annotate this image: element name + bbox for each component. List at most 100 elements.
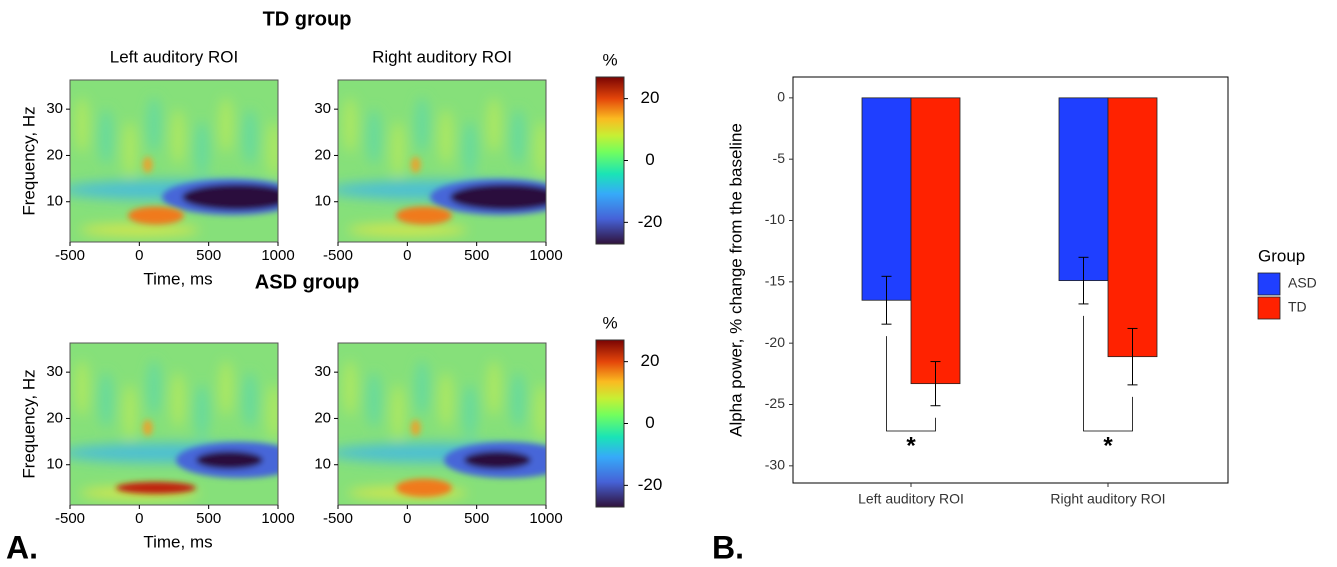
y-tick-label: 20 bbox=[46, 146, 63, 163]
colorbar bbox=[595, 339, 625, 508]
texture bbox=[391, 384, 405, 440]
y-tick-label: -10 bbox=[765, 211, 785, 227]
frame bbox=[69, 79, 279, 243]
blob bbox=[195, 451, 263, 470]
y-tick-label: 0 bbox=[777, 89, 785, 105]
significance-bracket bbox=[886, 336, 936, 432]
texture bbox=[267, 384, 278, 440]
texture bbox=[343, 97, 357, 153]
warm-blob bbox=[127, 156, 184, 225]
texture bbox=[75, 360, 89, 416]
texture bbox=[219, 360, 233, 416]
texture bbox=[463, 121, 477, 177]
colorbar-tick-label: -20 bbox=[638, 212, 663, 231]
texture bbox=[243, 372, 257, 428]
colorbar-tick-label: 20 bbox=[641, 88, 660, 107]
panel-label: B. bbox=[712, 529, 744, 565]
x-axis-title: Time, ms bbox=[143, 532, 212, 551]
significance-label: * bbox=[906, 432, 916, 459]
colorbar-title: % bbox=[602, 313, 617, 332]
heatmap bbox=[338, 80, 546, 242]
texture bbox=[487, 97, 501, 153]
error-bar bbox=[930, 361, 941, 407]
colorbar-title: % bbox=[602, 50, 617, 69]
texture bbox=[439, 109, 453, 165]
texture bbox=[391, 121, 405, 177]
x-tick-label: 0 bbox=[403, 247, 411, 264]
blob bbox=[410, 419, 421, 436]
texture bbox=[535, 384, 546, 440]
significance-bracket bbox=[1083, 315, 1133, 432]
texture bbox=[195, 121, 209, 177]
y-tick-label: -15 bbox=[765, 273, 785, 289]
legend-title: Group bbox=[1258, 246, 1305, 265]
alpha-blob bbox=[175, 442, 278, 479]
bar bbox=[861, 97, 912, 301]
alpha-blob bbox=[430, 179, 546, 216]
y-tick-label: 10 bbox=[46, 193, 63, 210]
texture bbox=[99, 109, 113, 165]
texture bbox=[511, 109, 525, 165]
frame bbox=[69, 342, 279, 506]
texture bbox=[171, 109, 185, 165]
y-tick-label: 10 bbox=[314, 456, 331, 473]
y-tick-label: 20 bbox=[314, 409, 331, 426]
x-axis-title: Time, ms bbox=[143, 269, 212, 288]
texture bbox=[347, 224, 468, 236]
y-tick-label: -5 bbox=[773, 150, 786, 166]
blob bbox=[115, 481, 196, 494]
y-tick-label: 30 bbox=[46, 100, 63, 117]
blob bbox=[182, 184, 278, 211]
texture bbox=[243, 109, 257, 165]
blob bbox=[410, 156, 421, 173]
significance-label: * bbox=[1103, 432, 1113, 459]
y-tick-label: 30 bbox=[314, 100, 331, 117]
y-tick-label: -30 bbox=[765, 457, 785, 473]
group-title: TD group bbox=[263, 8, 352, 30]
texture bbox=[367, 109, 381, 165]
colorbar-tick-label: 20 bbox=[641, 351, 660, 370]
texture bbox=[123, 121, 137, 177]
texture bbox=[487, 360, 501, 416]
x-tick-label: 1000 bbox=[261, 247, 294, 264]
blob bbox=[463, 451, 531, 470]
legend-label: ASD bbox=[1288, 275, 1317, 291]
texture bbox=[343, 360, 357, 416]
texture bbox=[123, 384, 137, 440]
texture bbox=[367, 372, 381, 428]
x-tick-label: -500 bbox=[323, 510, 353, 527]
x-tick-label: 1000 bbox=[529, 510, 562, 527]
texture bbox=[171, 372, 185, 428]
texture bbox=[75, 97, 89, 153]
column-title: Left auditory ROI bbox=[110, 47, 239, 66]
colorbar-tick-label: 0 bbox=[645, 150, 654, 169]
group-title: ASD group bbox=[255, 271, 359, 293]
heatmap bbox=[70, 343, 278, 505]
texture bbox=[267, 121, 278, 177]
x-tick-label: 0 bbox=[403, 510, 411, 527]
x-tick-label: 500 bbox=[196, 247, 221, 264]
y-tick-label: 20 bbox=[46, 409, 63, 426]
legend-label: TD bbox=[1288, 299, 1307, 315]
x-tick-label: -500 bbox=[323, 247, 353, 264]
heatmap bbox=[70, 80, 278, 242]
error-bar bbox=[1078, 256, 1089, 305]
texture bbox=[195, 384, 209, 440]
x-tick-label: 1000 bbox=[261, 510, 294, 527]
error-bar bbox=[1127, 327, 1138, 386]
heatmap bbox=[338, 343, 546, 505]
bar bbox=[1107, 97, 1158, 358]
warm-blob bbox=[395, 156, 452, 225]
blob bbox=[395, 206, 452, 225]
texture bbox=[147, 97, 161, 153]
texture bbox=[79, 224, 200, 236]
x-tick-label: 1000 bbox=[529, 247, 562, 264]
x-tick-label: -500 bbox=[55, 510, 85, 527]
legend-swatch bbox=[1257, 296, 1281, 320]
x-tick-label: 0 bbox=[135, 510, 143, 527]
texture bbox=[535, 121, 546, 177]
texture bbox=[219, 97, 233, 153]
blob bbox=[395, 478, 452, 497]
frame bbox=[337, 79, 547, 243]
plot-frame bbox=[792, 76, 1229, 484]
